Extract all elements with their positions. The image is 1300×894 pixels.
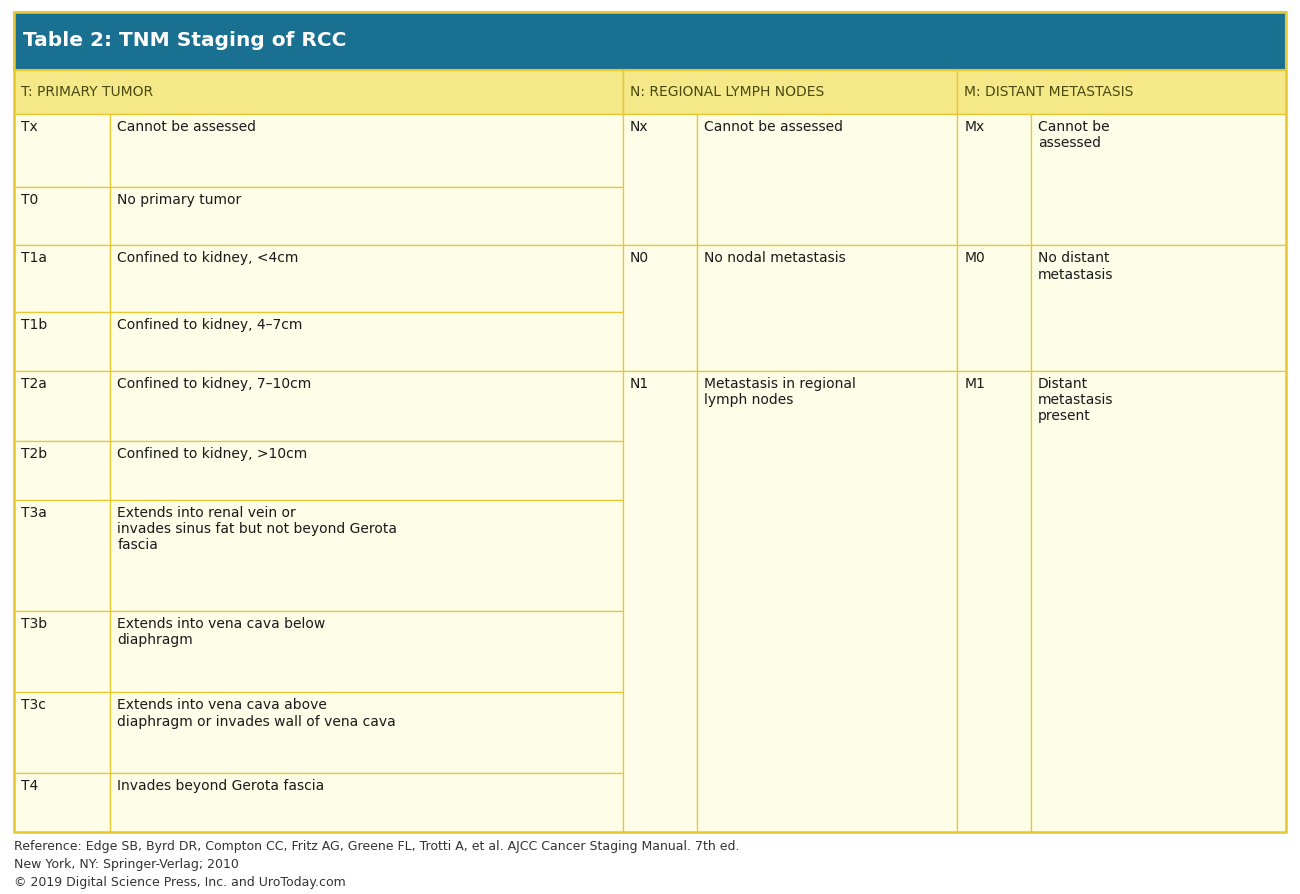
Bar bbox=[697, 114, 957, 245]
Bar bbox=[14, 114, 111, 187]
Bar bbox=[111, 114, 623, 187]
Text: T3c: T3c bbox=[21, 698, 46, 713]
Bar bbox=[957, 70, 1286, 114]
Text: Reference: Edge SB, Byrd DR, Compton CC, Fritz AG, Greene FL, Trotti A, et al. A: Reference: Edge SB, Byrd DR, Compton CC,… bbox=[14, 840, 740, 853]
Text: Table 2: TNM Staging of RCC: Table 2: TNM Staging of RCC bbox=[23, 31, 346, 50]
Bar bbox=[957, 114, 1031, 245]
Text: Extends into renal vein or
invades sinus fat but not beyond Gerota
fascia: Extends into renal vein or invades sinus… bbox=[117, 505, 398, 552]
Bar bbox=[14, 441, 111, 500]
Bar bbox=[14, 773, 111, 832]
Bar bbox=[623, 245, 697, 371]
Bar bbox=[957, 245, 1031, 371]
Bar bbox=[111, 692, 623, 773]
Bar bbox=[111, 245, 623, 312]
Bar bbox=[111, 773, 623, 832]
Text: T3b: T3b bbox=[21, 617, 47, 631]
Text: T3a: T3a bbox=[21, 505, 47, 519]
Text: M1: M1 bbox=[965, 377, 985, 391]
Text: Confined to kidney, 4–7cm: Confined to kidney, 4–7cm bbox=[117, 318, 303, 333]
Text: Metastasis in regional
lymph nodes: Metastasis in regional lymph nodes bbox=[703, 377, 855, 408]
Text: T1b: T1b bbox=[21, 318, 47, 333]
Bar bbox=[14, 12, 1286, 70]
Bar bbox=[14, 500, 111, 611]
Bar bbox=[111, 371, 623, 441]
Bar bbox=[1031, 245, 1286, 371]
Text: No distant
metastasis: No distant metastasis bbox=[1037, 251, 1114, 282]
Text: N1: N1 bbox=[630, 377, 649, 391]
Text: Cannot be assessed: Cannot be assessed bbox=[703, 120, 842, 134]
Text: Confined to kidney, >10cm: Confined to kidney, >10cm bbox=[117, 447, 308, 461]
Bar bbox=[14, 245, 111, 312]
Text: Distant
metastasis
present: Distant metastasis present bbox=[1037, 377, 1114, 424]
Bar bbox=[623, 70, 957, 114]
Bar bbox=[111, 611, 623, 692]
Text: Tx: Tx bbox=[21, 120, 38, 134]
Bar bbox=[1031, 371, 1286, 832]
Text: N0: N0 bbox=[630, 251, 649, 266]
Bar bbox=[623, 371, 697, 832]
Bar bbox=[697, 371, 957, 832]
Bar bbox=[957, 371, 1031, 832]
Text: Invades beyond Gerota fascia: Invades beyond Gerota fascia bbox=[117, 780, 325, 793]
Text: Cannot be
assessed: Cannot be assessed bbox=[1037, 120, 1110, 150]
Text: Extends into vena cava below
diaphragm: Extends into vena cava below diaphragm bbox=[117, 617, 325, 647]
Bar bbox=[111, 312, 623, 371]
Text: © 2019 Digital Science Press, Inc. and UroToday.com: © 2019 Digital Science Press, Inc. and U… bbox=[14, 876, 346, 889]
Text: T2b: T2b bbox=[21, 447, 47, 461]
Bar bbox=[111, 500, 623, 611]
Bar bbox=[14, 692, 111, 773]
Text: Confined to kidney, 7–10cm: Confined to kidney, 7–10cm bbox=[117, 377, 312, 391]
Text: No nodal metastasis: No nodal metastasis bbox=[703, 251, 845, 266]
Text: M: DISTANT METASTASIS: M: DISTANT METASTASIS bbox=[965, 85, 1134, 99]
Text: Nx: Nx bbox=[630, 120, 649, 134]
Text: Confined to kidney, <4cm: Confined to kidney, <4cm bbox=[117, 251, 299, 266]
Bar bbox=[14, 371, 111, 441]
Text: T4: T4 bbox=[21, 780, 38, 793]
Text: N: REGIONAL LYMPH NODES: N: REGIONAL LYMPH NODES bbox=[630, 85, 824, 99]
Text: Extends into vena cava above
diaphragm or invades wall of vena cava: Extends into vena cava above diaphragm o… bbox=[117, 698, 396, 729]
Bar bbox=[14, 70, 623, 114]
Bar bbox=[111, 187, 623, 245]
Text: T: PRIMARY TUMOR: T: PRIMARY TUMOR bbox=[21, 85, 153, 99]
Bar bbox=[111, 441, 623, 500]
Text: No primary tumor: No primary tumor bbox=[117, 192, 242, 207]
Text: T1a: T1a bbox=[21, 251, 47, 266]
Text: New York, NY: Springer-Verlag; 2010: New York, NY: Springer-Verlag; 2010 bbox=[14, 858, 239, 871]
Text: Cannot be assessed: Cannot be assessed bbox=[117, 120, 256, 134]
Bar bbox=[14, 312, 111, 371]
Text: T2a: T2a bbox=[21, 377, 47, 391]
Bar bbox=[14, 611, 111, 692]
Text: Mx: Mx bbox=[965, 120, 984, 134]
Text: T0: T0 bbox=[21, 192, 38, 207]
Text: M0: M0 bbox=[965, 251, 985, 266]
Bar bbox=[623, 114, 697, 245]
Bar bbox=[697, 245, 957, 371]
Bar bbox=[1031, 114, 1286, 245]
Bar bbox=[14, 187, 111, 245]
